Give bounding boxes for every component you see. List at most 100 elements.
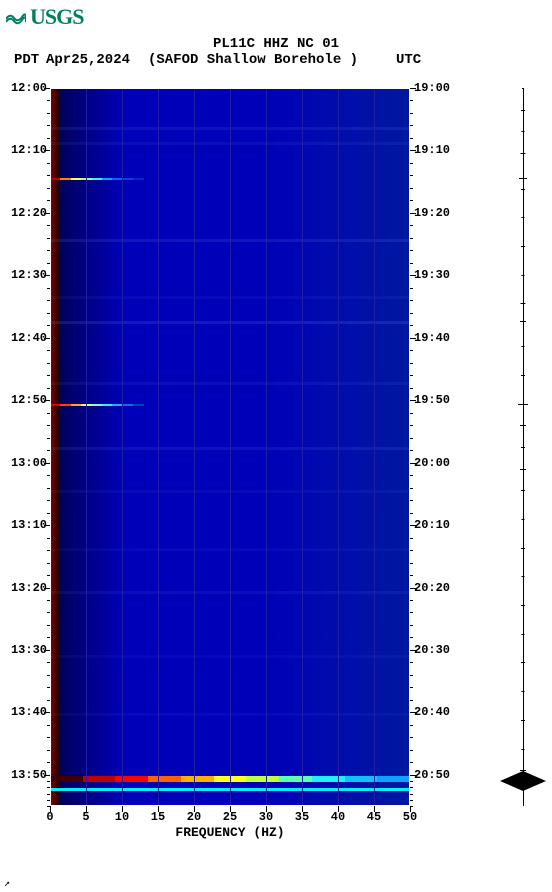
footnote-mark: ↗ xyxy=(4,878,10,890)
y-minor-tick xyxy=(410,125,413,126)
y-tick-label-right: 20:20 xyxy=(414,581,460,595)
y-tick-label-left: 13:30 xyxy=(5,643,47,657)
y-minor-tick xyxy=(47,612,50,613)
seis-noise-bar xyxy=(520,425,526,426)
y-minor-tick xyxy=(410,794,413,795)
y-minor-tick xyxy=(47,475,50,476)
y-tick-label-left: 12:50 xyxy=(5,393,47,407)
seis-event xyxy=(500,771,546,791)
y-tick-label-right: 19:40 xyxy=(414,331,460,345)
y-minor-tick xyxy=(410,325,413,326)
y-minor-tick xyxy=(410,163,413,164)
y-minor-tick xyxy=(410,563,413,564)
y-minor-tick xyxy=(410,388,413,389)
y-minor-tick xyxy=(410,450,413,451)
y-minor-tick xyxy=(410,175,413,176)
y-minor-tick xyxy=(47,762,50,763)
y-minor-tick xyxy=(410,475,413,476)
y-minor-tick xyxy=(47,100,50,101)
freq-gridline xyxy=(194,88,195,806)
y-tick-mark xyxy=(410,338,416,339)
y-minor-tick xyxy=(410,687,413,688)
y-tick-label-left: 13:50 xyxy=(5,768,47,782)
freq-gridline xyxy=(158,88,159,806)
y-tick-label-right: 19:20 xyxy=(414,206,460,220)
y-tick-mark xyxy=(44,400,50,401)
y-tick-mark xyxy=(410,88,416,89)
seis-noise-bar xyxy=(521,189,525,190)
y-minor-tick xyxy=(410,662,413,663)
usgs-logo: USGS xyxy=(6,4,83,30)
y-tick-label-left: 13:40 xyxy=(5,705,47,719)
freq-gridline xyxy=(86,88,87,806)
y-tick-mark xyxy=(410,650,416,651)
y-minor-tick xyxy=(410,375,413,376)
y-tick-mark xyxy=(44,588,50,589)
y-minor-tick xyxy=(47,138,50,139)
y-tick-mark xyxy=(44,150,50,151)
y-minor-tick xyxy=(47,700,50,701)
seis-noise-bar xyxy=(522,691,525,692)
seis-noise-bar xyxy=(520,469,526,470)
y-tick-label-left: 12:20 xyxy=(5,206,47,220)
bright-row xyxy=(50,178,144,180)
seis-noise-bar xyxy=(521,490,525,491)
y-minor-tick xyxy=(47,125,50,126)
y-tick-label-left: 12:30 xyxy=(5,268,47,282)
y-tick-mark xyxy=(410,775,416,776)
y-tick-mark xyxy=(44,712,50,713)
y-minor-tick xyxy=(410,737,413,738)
y-minor-tick xyxy=(47,250,50,251)
y-minor-tick xyxy=(410,538,413,539)
seis-noise-bar xyxy=(522,519,525,520)
spectrogram-plot: FREQUENCY (HZ) 0510152025303540455012:00… xyxy=(50,88,410,806)
y-tick-label-right: 19:50 xyxy=(414,393,460,407)
seismogram-strip xyxy=(500,88,546,806)
y-minor-tick xyxy=(47,163,50,164)
bright-row xyxy=(50,404,144,406)
y-minor-tick xyxy=(410,263,413,264)
y-tick-mark xyxy=(44,88,50,89)
y-minor-tick xyxy=(47,263,50,264)
seis-noise-bar xyxy=(522,131,525,132)
y-minor-tick xyxy=(47,388,50,389)
y-minor-tick xyxy=(410,313,413,314)
x-tick-label: 40 xyxy=(331,810,345,824)
spectrogram-canvas xyxy=(50,88,410,806)
y-minor-tick xyxy=(47,550,50,551)
tz-left-label: PDT xyxy=(14,52,39,68)
y-minor-tick xyxy=(410,250,413,251)
station-label: (SAFOD Shallow Borehole ) xyxy=(148,52,358,68)
y-tick-mark xyxy=(44,525,50,526)
seis-noise-bar xyxy=(521,153,526,154)
y-minor-tick xyxy=(47,625,50,626)
y-minor-tick xyxy=(47,350,50,351)
seis-noise-bar xyxy=(522,576,525,577)
y-minor-tick xyxy=(410,800,413,801)
y-minor-tick xyxy=(410,225,413,226)
y-minor-tick xyxy=(47,288,50,289)
y-minor-tick xyxy=(410,138,413,139)
seis-noise-bar xyxy=(521,720,525,721)
y-minor-tick xyxy=(410,700,413,701)
y-minor-tick xyxy=(410,238,413,239)
y-minor-tick xyxy=(47,737,50,738)
y-minor-tick xyxy=(410,806,413,807)
y-tick-label-left: 12:40 xyxy=(5,331,47,345)
seis-noise-bar xyxy=(521,447,525,448)
y-minor-tick xyxy=(47,725,50,726)
y-tick-label-right: 19:10 xyxy=(414,143,460,157)
y-minor-tick xyxy=(410,575,413,576)
seis-noise-bar xyxy=(522,217,525,218)
y-minor-tick xyxy=(47,500,50,501)
x-tick-label: 20 xyxy=(187,810,201,824)
y-minor-tick xyxy=(410,200,413,201)
y-minor-tick xyxy=(410,762,413,763)
y-tick-label-left: 13:00 xyxy=(5,456,47,470)
y-tick-mark xyxy=(410,525,416,526)
seis-noise-bar xyxy=(521,662,525,663)
seis-noise-bar xyxy=(518,404,528,405)
y-minor-tick xyxy=(410,600,413,601)
y-tick-mark xyxy=(410,588,416,589)
y-minor-tick xyxy=(410,363,413,364)
